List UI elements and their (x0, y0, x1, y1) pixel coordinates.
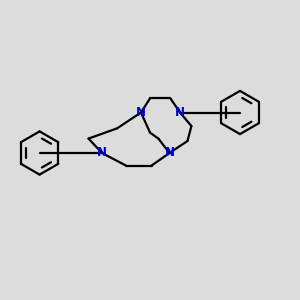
Text: N: N (97, 146, 107, 160)
Text: N: N (136, 106, 146, 119)
Text: N: N (175, 106, 185, 119)
Text: N: N (164, 146, 175, 160)
